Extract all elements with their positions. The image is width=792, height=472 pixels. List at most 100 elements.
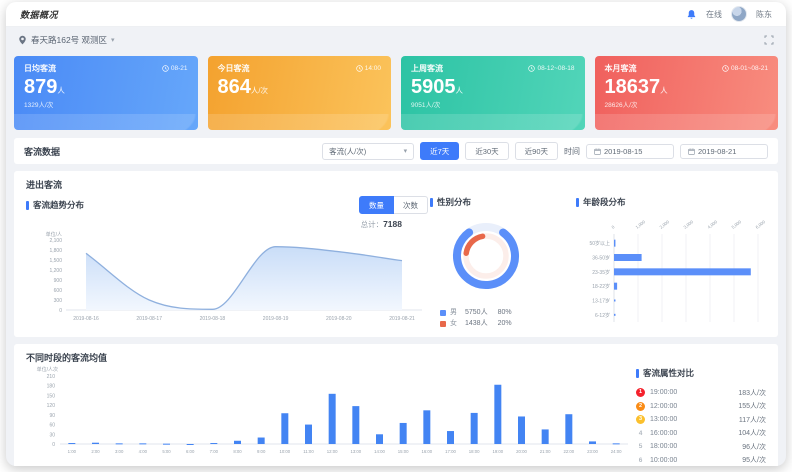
bell-icon[interactable] — [686, 9, 697, 20]
stat-card-month[interactable]: 本月客流 08-01~08-21 18637人 28626人/次 — [594, 56, 778, 130]
toggle-times-button[interactable]: 次数 — [394, 196, 428, 214]
ranking-title: 客流属性对比 — [636, 367, 766, 379]
age-chart-title: 年龄段分布 — [576, 196, 766, 208]
age-section: 年龄段分布 0 1,000 2,000 3,000 4,000 5,000 6,000 50岁… — [576, 196, 767, 339]
user-avatar[interactable] — [731, 6, 747, 22]
svg-text:15:00: 15:00 — [398, 449, 409, 454]
range-button-7d[interactable]: 近7天 — [420, 142, 460, 160]
svg-text:1,500: 1,500 — [49, 258, 62, 264]
ranking-item: 6 10:00:00 95人/次 — [636, 454, 766, 467]
svg-text:2019-08-19: 2019-08-19 — [263, 316, 289, 322]
chevron-down-icon: ▾ — [403, 148, 408, 155]
svg-text:2019-08-20: 2019-08-20 — [326, 316, 352, 322]
svg-text:6:00: 6:00 — [186, 449, 195, 454]
range-button-90d[interactable]: 近90天 — [514, 142, 558, 160]
svg-text:18-22岁: 18-22岁 — [592, 283, 610, 290]
trend-total: 总计：7188 — [360, 219, 402, 229]
card-subvalue: 28626人/次 — [604, 102, 638, 109]
metric-select[interactable]: 客流(人/次) ▾ — [322, 142, 415, 160]
card-subvalue: 9051人/次 — [411, 102, 441, 109]
svg-text:5:00: 5:00 — [162, 449, 171, 454]
svg-text:16:00: 16:00 — [421, 449, 432, 454]
legend-swatch — [440, 320, 446, 327]
svg-text:4,000: 4,000 — [707, 219, 719, 230]
legend-item-male: 男 5750人 80% — [440, 307, 576, 318]
rank-medal-icon: 1 — [636, 388, 645, 398]
ranking-item: 2 12:00:00 155人/次 — [636, 400, 766, 414]
trend-section: 客流趋势分布 数量 次数 总计：7188 单位/人 0 300 600 900 1,200… — [26, 196, 430, 339]
date-from-input[interactable]: 2019-08-15 — [586, 143, 674, 159]
trend-panel: 进出客流 客流趋势分布 数量 次数 总计：7188 单位/人 0 300 600 900… — [14, 171, 778, 337]
svg-text:2019-08-17: 2019-08-17 — [136, 316, 162, 322]
svg-text:1,800: 1,800 — [49, 248, 62, 254]
svg-text:单位/人次: 单位/人次 — [37, 366, 58, 373]
nav-status-link[interactable]: 在线 — [706, 9, 722, 19]
svg-text:30: 30 — [49, 432, 55, 438]
svg-text:24:00: 24:00 — [611, 449, 622, 454]
svg-text:2,000: 2,000 — [659, 219, 671, 230]
svg-text:13:00: 13:00 — [350, 449, 361, 454]
toggle-count-button[interactable]: 数量 — [359, 196, 394, 214]
rank-number: 6 — [638, 456, 643, 464]
clock-icon — [355, 65, 363, 72]
section-marker — [26, 200, 29, 210]
svg-text:7:00: 7:00 — [210, 449, 219, 454]
ranking-section: 客流属性对比 1 19:00:00 183人/次 2 12:00:00 155人… — [636, 351, 766, 465]
card-date: 08-12~08-18 — [528, 65, 575, 72]
section-marker — [430, 197, 433, 207]
trend-toggle: 数量 次数 — [359, 196, 428, 214]
svg-text:13-17岁: 13-17岁 — [592, 298, 610, 305]
svg-text:20:00: 20:00 — [516, 449, 527, 454]
svg-text:0: 0 — [52, 442, 55, 448]
calendar-icon — [594, 148, 601, 155]
stat-card-lastweek[interactable]: 上周客流 08-12~08-18 5905人 9051人/次 — [401, 56, 585, 130]
card-value: 18637人 — [604, 76, 668, 98]
svg-text:10:00: 10:00 — [279, 449, 290, 454]
ranking-item: 5 18:00:00 96人/次 — [636, 440, 766, 454]
card-value: 5905人 — [411, 76, 463, 98]
svg-text:180: 180 — [47, 384, 56, 390]
card-title: 本月客流 — [604, 64, 637, 73]
card-date: 08-21 — [162, 65, 188, 72]
svg-text:1:00: 1:00 — [68, 449, 77, 454]
svg-text:2,100: 2,100 — [49, 238, 62, 244]
stat-cards-row: 日均客流 08-21 879人 1329人/次 今日客流 14:00 864人/… — [14, 56, 778, 130]
svg-text:2019-08-16: 2019-08-16 — [73, 316, 99, 322]
svg-text:6-12岁: 6-12岁 — [595, 312, 610, 319]
card-date: 08-01~08-21 — [722, 65, 768, 72]
svg-text:2:00: 2:00 — [91, 449, 100, 454]
card-title: 今日客流 — [217, 64, 250, 73]
date-to-input[interactable]: 2019-08-21 — [680, 143, 768, 159]
card-date: 14:00 — [355, 65, 381, 72]
gender-chart-title: 性别分布 — [430, 196, 576, 208]
svg-text:14:00: 14:00 — [374, 449, 385, 454]
trend-chart-title: 客流趋势分布 — [26, 199, 84, 211]
rank-number: 4 — [638, 429, 643, 437]
section-marker — [576, 197, 579, 207]
legend-item-female: 女 1438人 20% — [440, 318, 576, 329]
expand-icon[interactable] — [764, 35, 774, 45]
age-bar-chart: 0 1,000 2,000 3,000 4,000 5,000 6,000 50岁以上 36-5… — [589, 219, 767, 322]
hourly-bar-chart: 单位/人次 0 30 60 90 120 150 180 210 1:00 2:00 3:00 4:00… — [37, 366, 628, 454]
username[interactable]: 陈东 — [756, 9, 772, 19]
gender-donut-chart — [453, 223, 519, 289]
svg-text:23-35岁: 23-35岁 — [592, 269, 610, 276]
svg-text:8:00: 8:00 — [233, 449, 242, 454]
svg-text:120: 120 — [47, 403, 56, 409]
svg-text:300: 300 — [54, 298, 63, 304]
dashboard-frame: 数据概况 在线 陈东 春天路162号 观测区 ▾ 日均客流 — [6, 2, 786, 466]
svg-text:12:00: 12:00 — [327, 449, 338, 454]
svg-text:2019-08-21: 2019-08-21 — [389, 316, 415, 322]
filter-bar: 客流数据 客流(人/次) ▾ 近7天 近30天 近90天 时间 2019-08-… — [14, 138, 778, 164]
hourly-panel-title: 不同时段的客流均值 — [26, 353, 108, 363]
trend-panel-title: 进出客流 — [26, 180, 63, 190]
gender-legend: 男 5750人 80% 女 1438人 20% — [430, 307, 576, 329]
hourly-panel: 不同时段的客流均值 单位/人次 0 30 60 90 120 150 180 210 1:00 2:… — [14, 344, 778, 466]
chevron-down-icon[interactable]: ▾ — [111, 37, 115, 44]
svg-text:11:00: 11:00 — [303, 449, 314, 454]
location-selector[interactable]: 春天路162号 观测区 — [31, 35, 108, 45]
range-button-30d[interactable]: 近30天 — [465, 142, 509, 160]
stat-card-today[interactable]: 今日客流 14:00 864人/次 — [207, 56, 391, 130]
stat-card-daily[interactable]: 日均客流 08-21 879人 1329人/次 — [14, 56, 198, 130]
section-marker — [636, 368, 639, 378]
